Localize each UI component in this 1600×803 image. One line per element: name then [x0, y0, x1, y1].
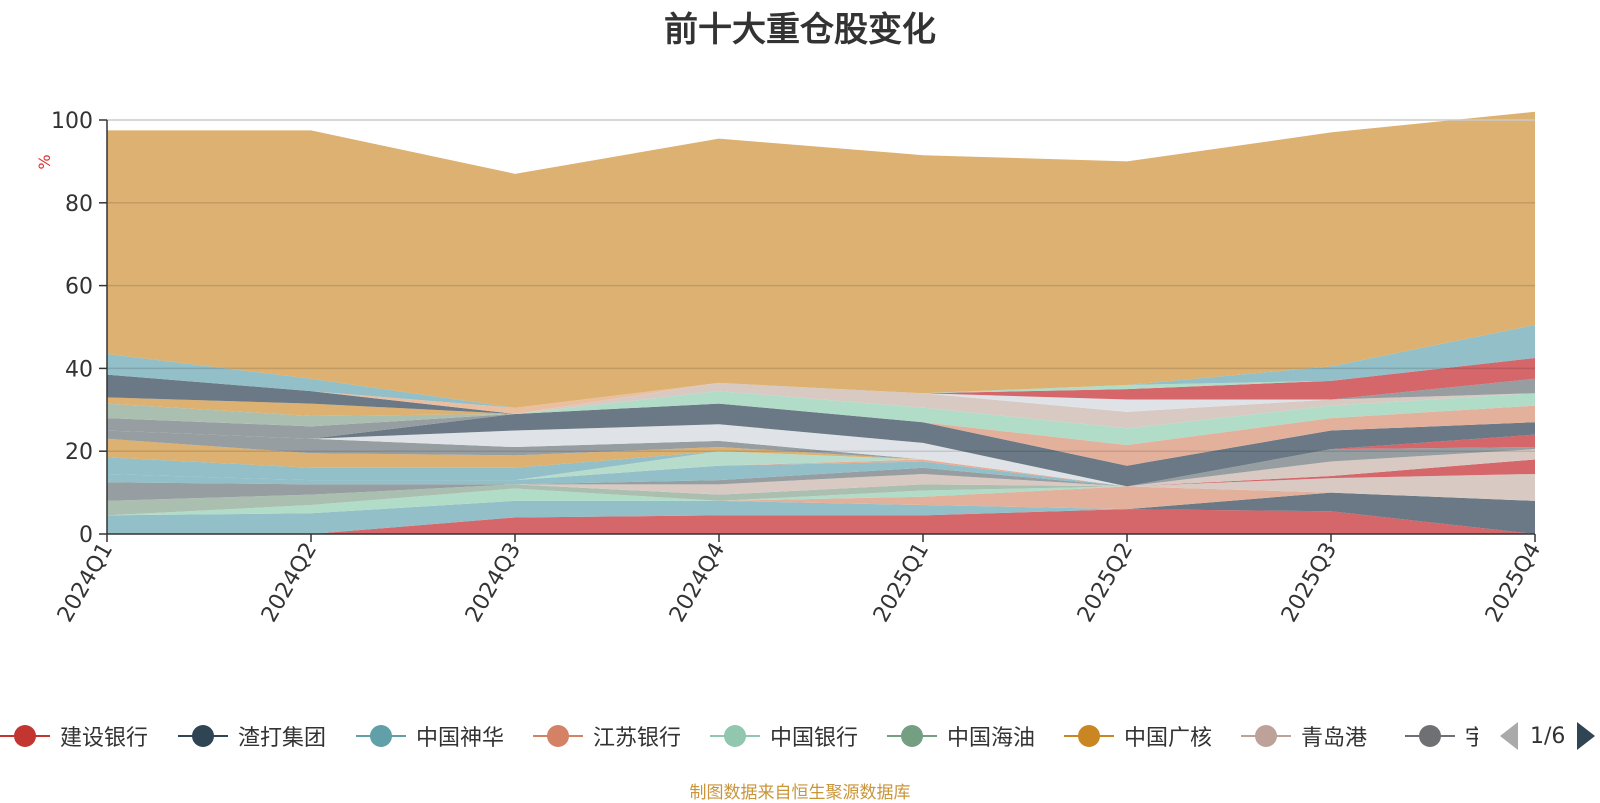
area-layer-31: [107, 358, 1535, 408]
legend-symbol-icon: [1405, 718, 1455, 754]
area-layer-2: [107, 492, 1535, 534]
x-tick-label: 2025Q2: [1073, 539, 1138, 627]
legend-next-page-icon[interactable]: [1577, 722, 1596, 750]
x-tick-label: 2025Q4: [1481, 539, 1546, 627]
y-tick-label: 100: [51, 109, 93, 134]
legend-pager: 1/6: [1500, 718, 1596, 754]
legend-label: 江苏银行: [593, 726, 682, 751]
legend-prev-page-icon[interactable]: [1500, 722, 1518, 750]
legend-page-indicator: 1/6: [1530, 723, 1566, 749]
y-tick-label: 40: [65, 357, 93, 382]
x-tick-label: 2024Q3: [461, 539, 526, 627]
area-layer-5: [107, 484, 1535, 516]
legend-symbol-icon: [710, 718, 760, 754]
area-layer-26: [107, 382, 1535, 414]
legend-label: 渣打集团: [238, 726, 327, 751]
area-layer-1: [107, 492, 1535, 534]
legend-item[interactable]: 中国神华: [356, 718, 504, 754]
grid-lines: [107, 119, 1535, 452]
area-layer-33: [107, 111, 1535, 408]
area-layer-20: [107, 403, 1535, 466]
area-layer-11: [107, 451, 1535, 487]
area-layer-21: [107, 391, 1535, 445]
legend-label: 中国广核: [1124, 726, 1213, 751]
legend-label: 中国神华: [416, 726, 505, 751]
stacked-areas: [107, 111, 1535, 534]
legend-item[interactable]: 中国海油: [887, 718, 1035, 754]
y-tick-label: 60: [65, 275, 93, 300]
y-tick-label: 80: [65, 192, 93, 217]
chart-title: 前十大重仓股变化: [664, 10, 936, 50]
legend-symbol-icon: [887, 718, 937, 754]
legend-item[interactable]: 建设银行: [0, 718, 148, 754]
legend-label: 中国银行: [770, 726, 859, 751]
area-layer-16: [107, 434, 1535, 487]
y-tick-label: 0: [79, 523, 93, 548]
x-tick-label: 2024Q4: [665, 539, 730, 627]
legend-item[interactable]: 渣打集团: [178, 718, 326, 754]
area-layer-19: [107, 403, 1535, 487]
legend-item[interactable]: 青岛港: [1241, 718, 1367, 754]
legend-item[interactable]: 江苏银行: [533, 718, 681, 754]
legend-symbol-icon: [356, 718, 406, 754]
legend-symbol-icon: [0, 718, 50, 754]
area-layer-15: [107, 434, 1535, 487]
area-layer-18: [107, 424, 1535, 487]
area-chart: 0 20 40 60 80 100 2024Q1 2024Q2 2024Q3 2024Q4 2025…: [35, 109, 1546, 627]
legend-label: 宇通客车: [1465, 726, 1478, 751]
source-note: 制图数据来自恒生聚源数据库: [689, 783, 911, 803]
legend-item[interactable]: 中国银行: [710, 718, 858, 754]
legend-label: 青岛港: [1301, 726, 1368, 751]
x-tick-label: 2025Q1: [869, 539, 934, 627]
legend-item[interactable]: 宇通客车: [1405, 718, 1478, 754]
area-layer-4: [107, 486, 1535, 516]
legend-symbol-icon: [178, 718, 228, 754]
x-tick-label: 2024Q2: [257, 539, 322, 627]
area-layer-6: [107, 473, 1535, 501]
y-tick-label: 20: [65, 440, 93, 465]
legend-items: 建设银行 渣打集团 中国神华 江苏银行 中国银行 中国海油 中国广核 青岛港 宇通客车: [0, 718, 1478, 754]
area-layer-28: [107, 358, 1535, 414]
area-layer-24: [107, 382, 1535, 429]
legend-symbol-icon: [1241, 718, 1291, 754]
area-layer-3: [107, 486, 1535, 516]
legend: 建设银行 渣打集团 中国神华 江苏银行 中国银行 中国海油 中国广核 青岛港 宇通客车 1/6: [0, 718, 1600, 754]
area-layer-13: [107, 447, 1535, 487]
area-layer-22: [107, 391, 1535, 439]
legend-label: 建设银行: [60, 726, 149, 751]
area-layer-0: [107, 509, 1535, 534]
y-axis-unit-label: %: [35, 154, 54, 169]
x-tick-label: 2025Q3: [1277, 539, 1342, 627]
legend-symbol-icon: [1064, 718, 1114, 754]
x-tick-label: 2024Q1: [53, 539, 118, 627]
legend-symbol-icon: [533, 718, 583, 754]
legend-item[interactable]: 中国广核: [1064, 718, 1212, 754]
legend-label: 中国海油: [947, 726, 1036, 751]
